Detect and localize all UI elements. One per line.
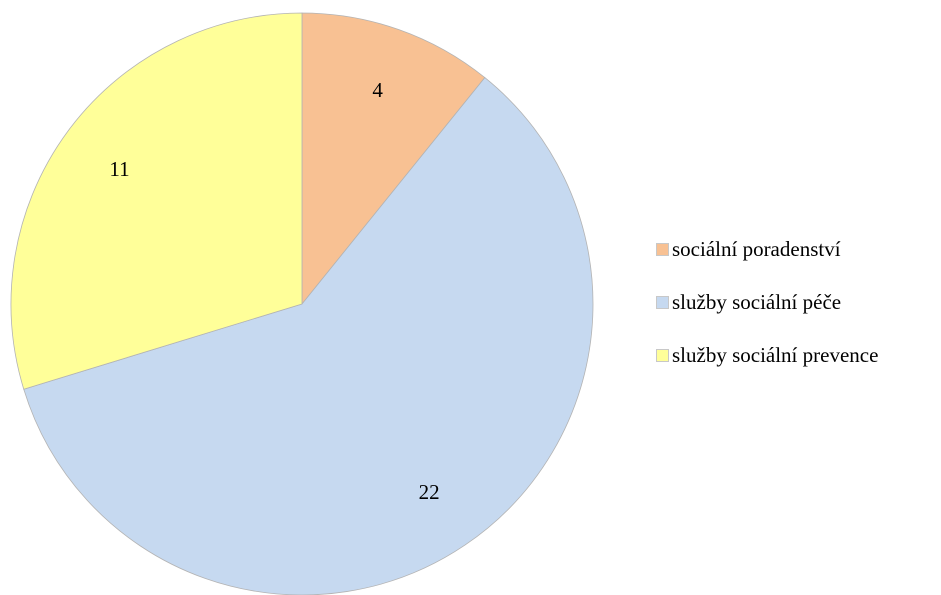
pie-slice-sluzby-socialni-prevence [10,12,303,390]
data-label-sluzby-socialni-pece: 22 [419,480,440,504]
data-label-socialni-poradenstvi: 4 [372,78,383,102]
legend-label-sluzby-socialni-pece: služby sociální péče [672,290,842,314]
legend-swatch-socialni-poradenstvi [656,242,669,256]
pie-slice-sluzby-socialni-pece [23,77,594,595]
legend-label-socialni-poradenstvi: sociální poradenství [672,237,841,261]
legend-item-sluzby-socialni-prevence: služby sociální prevence [656,342,941,368]
legend-swatch-sluzby-socialni-pece [656,295,669,309]
legend-item-sluzby-socialni-pece: služby sociální péče [656,289,941,315]
legend-swatch-sluzby-socialni-prevence [656,348,669,362]
pie-slice-socialni-poradenstvi [301,12,486,306]
data-label-sluzby-socialni-prevence: 11 [109,157,129,181]
legend-label-sluzby-socialni-prevence: služby sociální prevence [672,343,879,367]
legend-item-socialni-poradenstvi: sociální poradenství [656,236,941,262]
legend: sociální poradenství služby sociální péč… [656,236,941,395]
pie-slices [10,12,594,595]
pie-data-labels: 4 22 11 [109,78,439,504]
